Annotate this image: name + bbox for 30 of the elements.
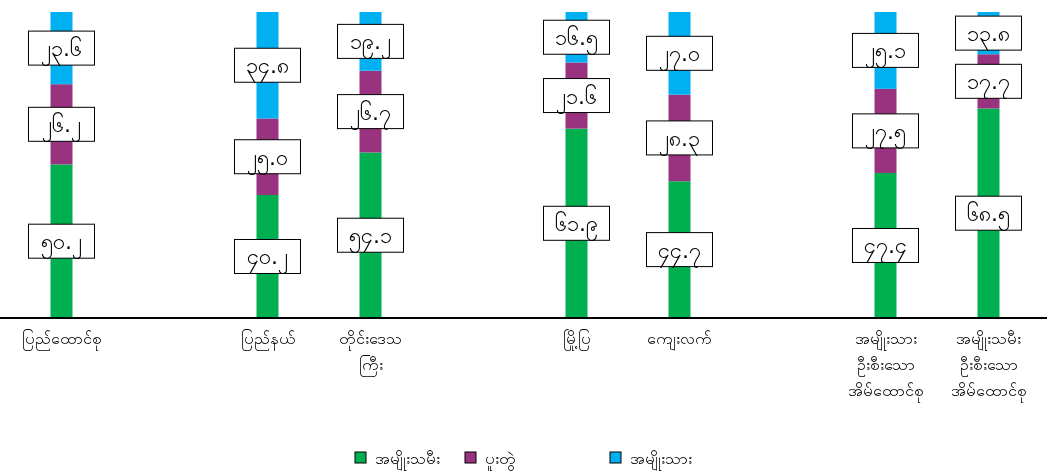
data-label: ၅၀.၂	[41, 229, 82, 260]
legend-label: အမျိုးသမီး	[375, 449, 440, 471]
data-label: ၄၄.၇	[658, 237, 701, 268]
data-label: ၁၇.၇	[967, 69, 1010, 100]
x-tick-label: ပြည်နယ်	[240, 329, 295, 351]
data-label: ၆၈.၅	[967, 201, 1010, 232]
x-tick-label: တိုင်းဒေသ ကြီး	[339, 329, 402, 377]
x-tick-label: အမျိုးသမီး ဦးစီးသော အိမ်ထောင်စု	[950, 329, 1027, 403]
data-label: ၂၆.၂	[42, 112, 81, 143]
data-label: ၂၇.၀	[659, 41, 700, 72]
x-tick-label: ကျေးလက်	[647, 329, 712, 351]
legend-label: ပူးတွဲ	[485, 449, 516, 471]
data-label: ၂၆.၇	[350, 99, 391, 130]
x-tick-label: ပြည်ထောင်စု	[21, 329, 102, 351]
data-label: ၂၁.၆	[556, 83, 597, 114]
data-label: ၅၄.၁	[349, 223, 392, 254]
data-label: ၁၆.၅	[555, 25, 598, 56]
x-tick-label: မြို့ပြ	[562, 329, 591, 351]
data-label: ၃၄.၈	[246, 53, 289, 84]
data-label: ၄၇.၄	[864, 233, 907, 264]
data-label: ၂၅.၀	[247, 144, 288, 175]
x-tick-label: အမျိုးသား ဦးစီးသော အိမ်ထောင်စု	[847, 329, 924, 403]
data-label: ၁၃.၈	[967, 21, 1010, 52]
data-label: ၁၉.၂	[350, 29, 391, 60]
data-label: ၆၁.၉	[555, 211, 598, 242]
legend-label: အမျိုးသား	[630, 449, 692, 471]
data-label: ၂၃.၆	[41, 36, 82, 67]
data-label: ၂၈.၃	[659, 125, 700, 156]
data-label: ၂၇.၅	[865, 118, 906, 149]
data-label: ၂၅.၁	[865, 38, 906, 69]
